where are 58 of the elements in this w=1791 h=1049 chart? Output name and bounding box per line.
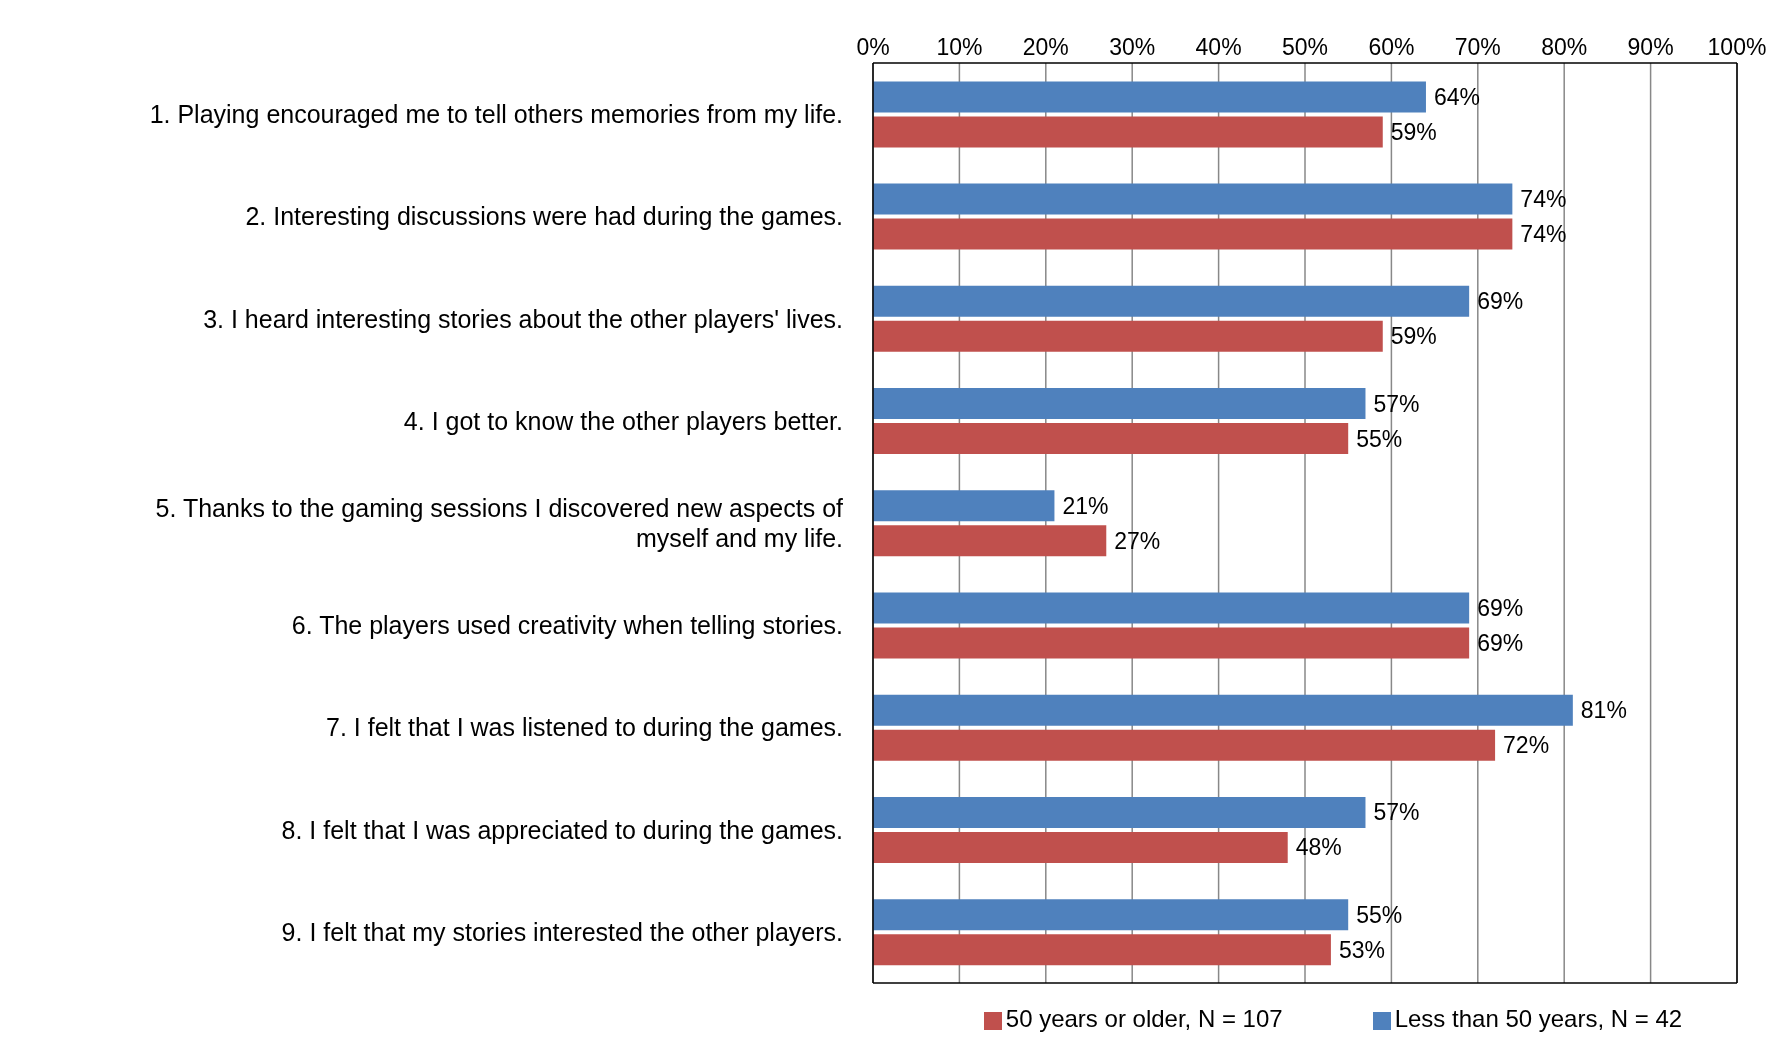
x-tick-label: 50% [1281,34,1329,60]
y-tick-label: 1. Playing encouraged me to tell others memories from my life. [149,100,843,129]
x-tick-label: 0% [856,34,890,60]
data-label: 74% [1520,186,1567,213]
x-tick-label: 70% [1454,34,1501,60]
data-label: 59% [1390,323,1437,350]
bar [873,116,1383,148]
bar [873,796,1366,828]
data-label: 21% [1062,492,1109,519]
x-tick-label: 80% [1541,34,1588,60]
x-tick-label: 100% [1707,34,1767,60]
bar [873,627,1470,659]
legend-label: Less than 50 years, N = 42 [1394,1005,1683,1032]
x-tick-label: 60% [1368,34,1415,60]
bar [873,592,1470,624]
bar [873,285,1470,317]
data-label: 69% [1477,288,1524,315]
bar [873,218,1513,250]
y-tick-label: 9. I felt that my stories interested the other players. [281,917,843,946]
bar [873,490,1055,522]
data-label: 59% [1390,118,1437,145]
data-label: 74% [1520,221,1567,248]
bar [873,934,1331,966]
data-label: 57% [1373,390,1420,417]
bar [873,81,1426,113]
data-label: 55% [1356,425,1403,452]
y-tick-label: 7. I felt that I was listened to during the games. [326,713,843,742]
bar [873,525,1107,557]
data-label: 64% [1433,83,1481,110]
bar [873,388,1366,420]
y-tick-label: 4. I got to know the other players better. [403,406,843,435]
bar [873,899,1349,931]
data-label: 72% [1503,732,1550,759]
y-tick-label: 3. I heard interesting stories about the other players' lives. [203,304,843,333]
data-label: 69% [1477,630,1524,657]
bar [873,320,1383,352]
data-label: 81% [1580,697,1627,724]
y-tick-label: 2. Interesting discussions were had during the games. [245,202,843,231]
x-tick-label: 40% [1195,34,1242,60]
data-label: 53% [1338,936,1385,963]
bar [873,694,1573,726]
bar [873,729,1496,761]
legend-label: 50 years or older, N = 107 [1005,1005,1283,1032]
bar [873,423,1349,455]
y-tick-label: 5. Thanks to the gaming sessions I discovered new aspects of myself and my life. [155,494,844,552]
x-tick-label: 20% [1022,34,1069,60]
data-label: 55% [1356,901,1403,928]
data-label: 48% [1295,834,1342,861]
x-tick-label: 90% [1627,34,1674,60]
data-label: 69% [1477,595,1524,622]
y-tick-label: 8. I felt that I was appreciated to during the games. [281,815,843,844]
y-tick-label: 6. The players used creativity when telling stories. [291,611,843,640]
bar [873,183,1513,215]
data-label: 57% [1373,799,1420,826]
x-tick-label: 10% [936,34,983,60]
x-tick-label: 30% [1109,34,1156,60]
bar [873,831,1288,863]
data-label: 27% [1114,527,1161,554]
